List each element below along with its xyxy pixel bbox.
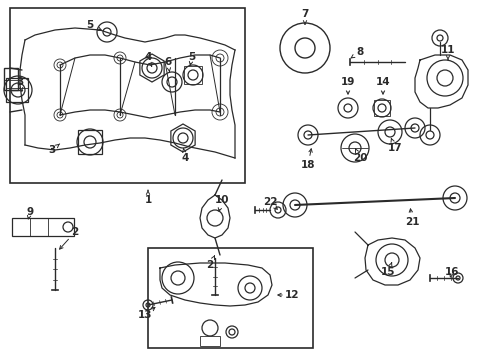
Text: 18: 18 — [301, 160, 315, 170]
Bar — [4, 68, 18, 90]
Bar — [78, 130, 102, 154]
Text: 9: 9 — [26, 207, 33, 217]
Text: 3: 3 — [16, 77, 24, 87]
Text: 19: 19 — [341, 77, 355, 87]
Text: 15: 15 — [381, 267, 395, 277]
Text: 17: 17 — [388, 143, 402, 153]
Text: 6: 6 — [164, 57, 171, 67]
Text: 22: 22 — [263, 197, 277, 207]
Text: 2: 2 — [206, 260, 214, 270]
Text: 14: 14 — [376, 77, 391, 87]
Text: 5: 5 — [188, 52, 196, 62]
Text: 8: 8 — [356, 47, 364, 57]
Text: 3: 3 — [49, 145, 56, 155]
Text: 7: 7 — [301, 9, 309, 19]
Text: 5: 5 — [86, 20, 94, 30]
Bar — [6, 78, 28, 102]
Text: 16: 16 — [445, 267, 459, 277]
Text: 11: 11 — [441, 45, 455, 55]
Text: 20: 20 — [353, 153, 367, 163]
Text: 13: 13 — [138, 310, 152, 320]
Bar — [374, 100, 390, 116]
Bar — [12, 218, 74, 236]
Text: 2: 2 — [72, 227, 78, 237]
Text: 4: 4 — [181, 153, 189, 163]
Text: 4: 4 — [145, 52, 152, 62]
Bar — [200, 336, 220, 346]
Text: 10: 10 — [215, 195, 229, 205]
Text: 21: 21 — [405, 217, 419, 227]
Bar — [184, 66, 202, 84]
Text: 1: 1 — [145, 195, 151, 205]
Text: 12: 12 — [285, 290, 299, 300]
Bar — [148, 248, 313, 348]
Bar — [10, 8, 245, 183]
